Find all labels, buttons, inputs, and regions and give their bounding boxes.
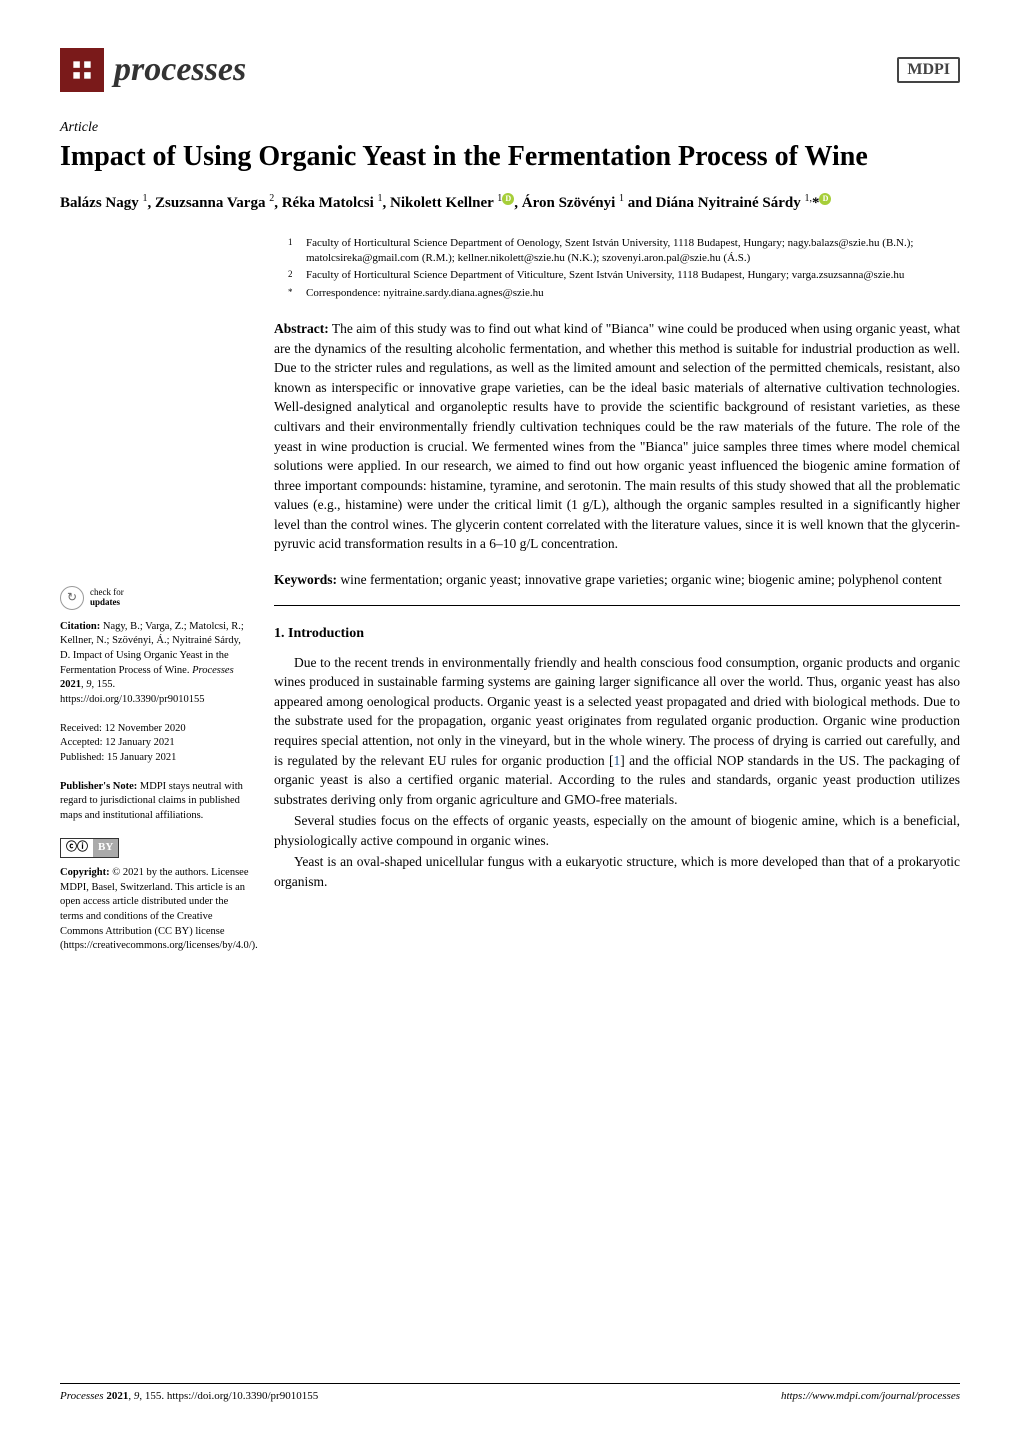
authors: Balázs Nagy 1, Zsuzsanna Varga 2, Réka M…: [60, 192, 960, 214]
footer-page: 155.: [145, 1390, 164, 1402]
keywords: Keywords: wine fermentation; organic yea…: [274, 570, 960, 590]
section-divider: [274, 605, 960, 606]
abstract: Abstract: The aim of this study was to f…: [274, 319, 960, 554]
article-title: Impact of Using Organic Yeast in the Fer…: [60, 140, 960, 174]
citation-text: Nagy, B.; Varga, Z.; Matolcsi, R.; Kelln…: [60, 621, 244, 705]
paragraph: Due to the recent trends in environmenta…: [274, 653, 960, 810]
two-column-layout: ↻ check forupdates Citation: Nagy, B.; V…: [60, 236, 960, 968]
check-updates-icon: ↻: [60, 586, 84, 610]
correspondence-text: Correspondence: nyitraine.sardy.diana.ag…: [306, 286, 544, 301]
published-date: Published: 15 January 2021: [60, 751, 250, 766]
copyright-text: © 2021 by the authors. Licensee MDPI, Ba…: [60, 867, 258, 951]
keywords-text: wine fermentation; organic yeast; innova…: [340, 572, 942, 587]
copyright-block: Copyright: © 2021 by the authors. Licens…: [60, 866, 250, 954]
keywords-label: Keywords:: [274, 572, 337, 587]
journal-logo-icon: [60, 48, 104, 92]
paragraph: Several studies focus on the effects of …: [274, 811, 960, 850]
footer-left: Processes 2021, 9, 155. https://doi.org/…: [60, 1390, 318, 1402]
citation-block: Citation: Nagy, B.; Varga, Z.; Matolcsi,…: [60, 620, 250, 708]
publishers-note-block: Publisher's Note: MDPI stays neutral wit…: [60, 780, 250, 824]
journal-name: processes: [114, 51, 246, 89]
copyright-label: Copyright:: [60, 867, 110, 878]
page-header: processes MDPI: [60, 48, 960, 92]
affiliation-row: 2 Faculty of Horticultural Science Depar…: [288, 268, 960, 283]
check-for-updates[interactable]: ↻ check forupdates: [60, 586, 250, 610]
cc-by-label: BY: [93, 839, 118, 857]
affiliations: 1 Faculty of Horticultural Science Depar…: [274, 236, 960, 302]
article-type: Article: [60, 120, 960, 136]
paragraph: Yeast is an oval-shaped unicellular fung…: [274, 852, 960, 891]
orcid-icon: D: [502, 193, 514, 205]
introduction-body: Due to the recent trends in environmenta…: [274, 653, 960, 892]
footer-doi: https://doi.org/10.3390/pr9010155: [167, 1390, 318, 1402]
affiliation-row: 1 Faculty of Horticultural Science Depar…: [288, 236, 960, 267]
affiliation-row: * Correspondence: nyitraine.sardy.diana.…: [288, 286, 960, 301]
cc-license-badge: ⓒⓘ BY: [60, 838, 119, 858]
sidebar: ↻ check forupdates Citation: Nagy, B.; V…: [60, 236, 250, 968]
reference-link[interactable]: 1: [613, 753, 620, 768]
affiliation-number: 1: [288, 236, 298, 267]
footer-year: 2021: [106, 1390, 128, 1402]
footer-volume: 9: [134, 1390, 140, 1402]
abstract-label: Abstract:: [274, 321, 329, 336]
correspondence-marker: *: [288, 286, 298, 301]
affiliation-text: Faculty of Horticultural Science Departm…: [306, 236, 960, 267]
affiliation-number: 2: [288, 268, 298, 283]
publishers-note-label: Publisher's Note:: [60, 781, 137, 792]
dates-block: Received: 12 November 2020 Accepted: 12 …: [60, 722, 250, 766]
cc-icon: ⓒⓘ: [61, 840, 93, 855]
journal-logo: processes: [60, 48, 246, 92]
abstract-text: The aim of this study was to find out wh…: [274, 321, 960, 551]
section-heading: 1. Introduction: [274, 624, 960, 644]
main-column: 1 Faculty of Horticultural Science Depar…: [274, 236, 960, 968]
publisher-logo: MDPI: [897, 57, 960, 83]
footer-journal: Processes: [60, 1390, 104, 1402]
orcid-icon: D: [819, 193, 831, 205]
received-date: Received: 12 November 2020: [60, 722, 250, 737]
check-updates-label: check forupdates: [90, 588, 124, 608]
page-footer: Processes 2021, 9, 155. https://doi.org/…: [60, 1383, 960, 1402]
accepted-date: Accepted: 12 January 2021: [60, 736, 250, 751]
footer-right: https://www.mdpi.com/journal/processes: [781, 1390, 960, 1402]
affiliation-text: Faculty of Horticultural Science Departm…: [306, 268, 904, 283]
citation-label: Citation:: [60, 621, 100, 632]
